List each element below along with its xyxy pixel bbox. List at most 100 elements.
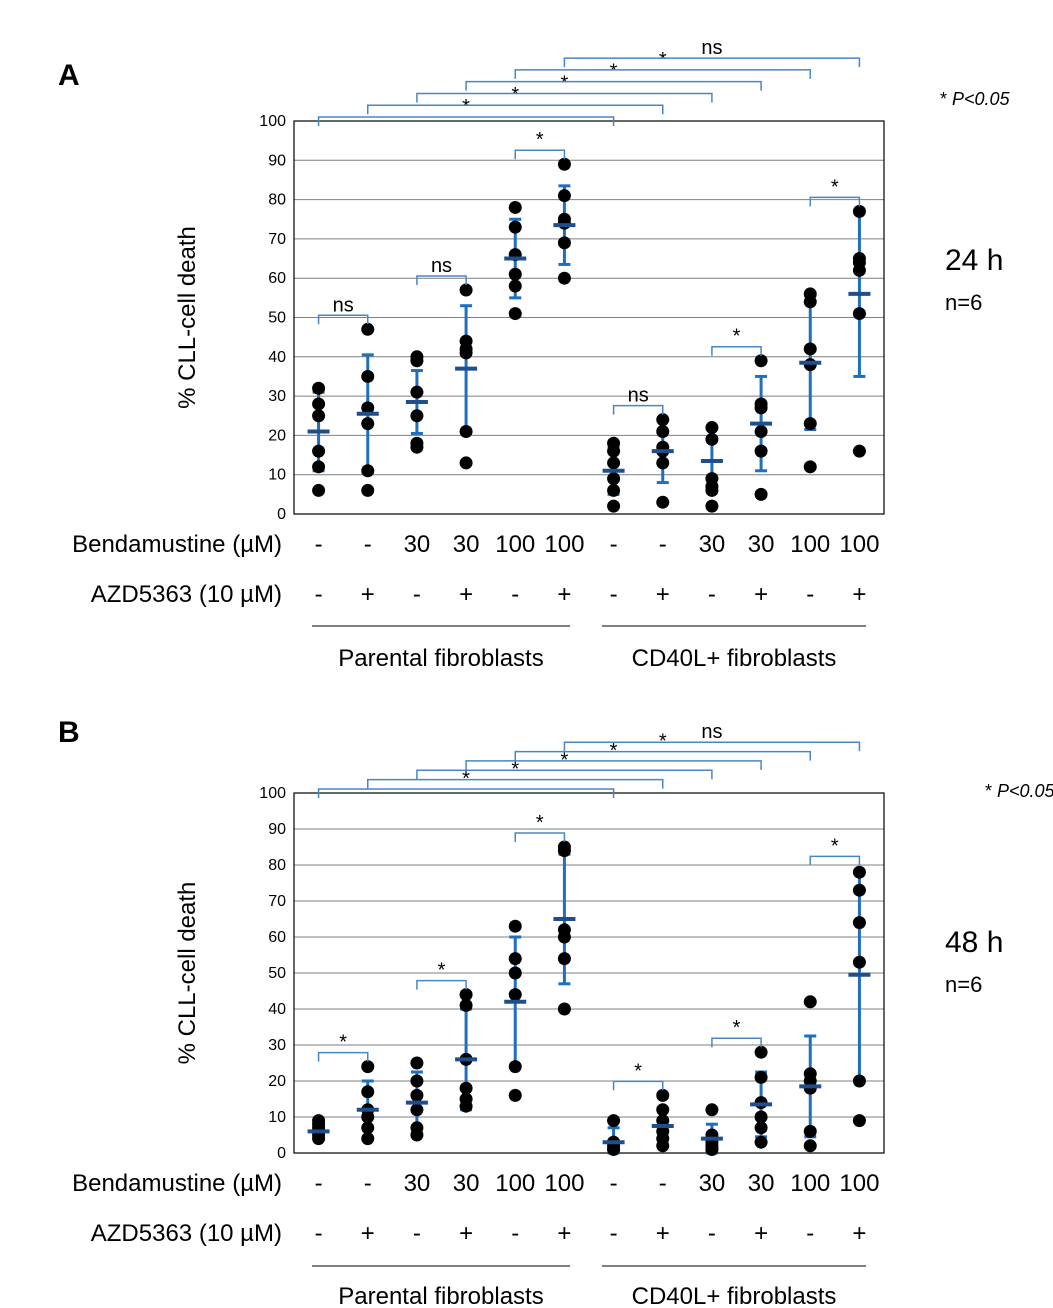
data-point [410,1056,424,1070]
data-point [312,444,326,458]
y-tick-label: 60 [268,270,286,287]
y-axis-title: % CLL-cell death [174,882,201,1065]
group-label-cd40l: CD40L+ fibroblasts [632,1283,837,1308]
azd5363-value: - [610,581,618,608]
data-point [607,444,621,458]
significance-bracket [514,832,566,842]
data-point [557,844,571,858]
bendamustine-value: 100 [790,531,830,558]
significance-bracket [711,1037,762,1048]
bendamustine-value: - [610,1170,618,1197]
data-point [754,444,768,458]
data-point [361,483,375,497]
data-point [754,1110,768,1124]
y-tick-label: 60 [268,929,286,946]
azd5363-value: - [806,581,814,608]
data-point [361,369,375,383]
y-axis-title: % CLL-cell death [174,226,201,409]
significance-label: * [561,72,569,94]
significance-label: * [733,326,741,348]
significance-label: ns [701,37,722,59]
azd5363-value: + [656,581,670,608]
significance-label: * [462,96,470,118]
data-point [607,483,621,497]
p-note-text: P<0.05 [952,89,1011,109]
azd5363-value: - [708,1220,716,1247]
azd5363-value: - [511,1220,519,1247]
data-point [754,354,768,368]
bendamustine-value: - [659,531,667,558]
data-point [508,919,522,933]
bendamustine-value: 30 [404,1170,431,1197]
data-point [312,397,326,411]
data-point [410,1088,424,1102]
data-point [312,409,326,423]
data-point [557,271,571,285]
data-point [410,354,424,368]
bendamustine-value: 100 [839,1170,879,1197]
data-point [607,1142,621,1156]
time-label: 48 h [945,926,1003,959]
data-point [754,487,768,501]
bendamustine-value: 30 [748,531,775,558]
y-tick-label: 100 [259,785,286,802]
azd5363-value: + [361,581,375,608]
data-point [705,499,719,513]
bendamustine-value: - [315,531,323,558]
data-point [656,1139,670,1153]
y-tick-label: 50 [268,310,286,327]
azd5363-value: + [557,1220,571,1247]
bendamustine-value: 30 [453,1170,480,1197]
data-point [361,401,375,415]
data-point [459,456,473,470]
data-point [803,295,817,309]
data-point [852,204,866,218]
bendamustine-value: - [659,1170,667,1197]
y-tick-label: 30 [268,388,286,405]
data-point [361,1121,375,1135]
data-point [557,157,571,171]
group-label-parental: Parental fibroblasts [338,1283,543,1308]
data-point [410,1128,424,1142]
data-point [459,1081,473,1095]
azd5363-value: - [315,581,323,608]
data-point [508,988,522,1002]
time-label: 24 h [945,244,1003,277]
data-point [852,1114,866,1128]
data-point [459,988,473,1002]
significance-bracket [317,314,369,325]
y-tick-label: 0 [277,1145,286,1162]
bendamustine-value: 100 [495,1170,535,1197]
data-point [803,1139,817,1153]
y-tick-label: 10 [268,1109,286,1126]
plot-frame [293,792,885,1154]
data-point [410,1074,424,1088]
p-note-star: * [940,89,952,109]
data-point [508,200,522,214]
significance-bracket [563,741,861,752]
p-value-note: * P<0.05 [985,781,1053,801]
significance-label: * [733,1017,741,1039]
azd5363-value: + [361,1220,375,1247]
significance-bracket [367,104,664,115]
significance-bracket [317,1051,369,1062]
bendamustine-value: 30 [404,531,431,558]
data-point [361,464,375,478]
significance-label: ns [431,255,452,277]
azd5363-value: - [708,581,716,608]
data-point [705,432,719,446]
data-point [705,421,719,435]
bendamustine-value: 100 [544,531,584,558]
significance-bracket [514,750,811,761]
significance-label: * [438,960,446,982]
significance-bracket [612,404,664,415]
significance-label: ns [333,294,354,316]
significance-label: * [831,835,839,857]
azd5363-value: - [511,581,519,608]
y-tick-label: 50 [268,965,286,982]
bendamustine-value: 100 [544,1170,584,1197]
group-label-cd40l: CD40L+ fibroblasts [632,645,837,672]
data-point [459,998,473,1012]
data-point [508,966,522,980]
